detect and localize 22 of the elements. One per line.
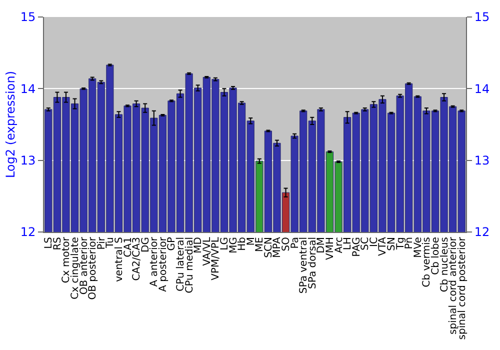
y-tick-label: 13 xyxy=(20,154,36,168)
x-tick-label: Tg xyxy=(395,237,406,250)
x-tick-label: GP xyxy=(166,237,178,251)
y2-tick-label: 15 xyxy=(474,10,490,24)
x-tick-label: A posterior xyxy=(158,236,169,292)
x-tick-label: LG xyxy=(219,237,230,250)
x-tick-label: OB posterior xyxy=(88,236,99,300)
x-tick-label: Cb lobe xyxy=(430,237,442,275)
y2-tick-label: 13 xyxy=(474,154,490,168)
x-tick-label: RS xyxy=(52,237,64,250)
x-tick-label: spinal cord posterior xyxy=(456,236,468,340)
y-tick-label: 15 xyxy=(20,10,36,24)
y-tick-label: 14 xyxy=(20,82,36,96)
x-tick-label: Pa xyxy=(290,237,301,249)
y-tick-label: 12 xyxy=(20,225,36,240)
x-tick-label: VMH xyxy=(324,237,336,260)
y2-tick-label: 12 xyxy=(474,225,490,240)
x-tick-label: ventral S xyxy=(114,237,125,282)
y-axis-title: Log2 (expression) xyxy=(4,71,18,178)
x-tick-label: DG xyxy=(140,237,152,252)
y2-tick-label: 14 xyxy=(474,82,490,96)
x-tick-label: MVe xyxy=(412,237,424,258)
